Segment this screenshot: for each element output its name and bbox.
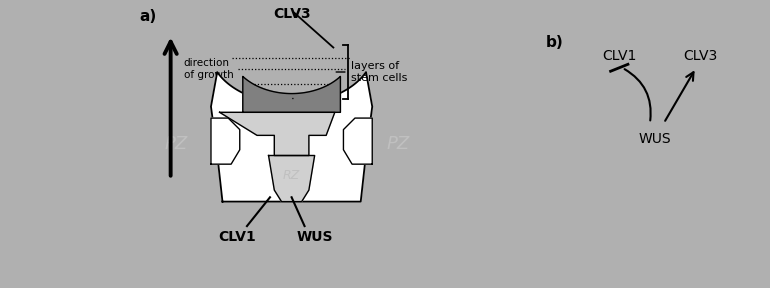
Text: RZ: RZ bbox=[283, 169, 300, 182]
Text: CLV1: CLV1 bbox=[218, 230, 256, 245]
Text: CLV1: CLV1 bbox=[603, 49, 637, 63]
Polygon shape bbox=[211, 118, 239, 164]
Text: layers of
stem cells: layers of stem cells bbox=[350, 61, 407, 83]
Polygon shape bbox=[243, 76, 340, 112]
Polygon shape bbox=[211, 72, 372, 202]
Polygon shape bbox=[219, 112, 335, 156]
Text: CLV3: CLV3 bbox=[273, 7, 310, 21]
Text: PZ: PZ bbox=[165, 135, 188, 153]
Text: a): a) bbox=[139, 9, 156, 24]
Text: direction
of growth: direction of growth bbox=[183, 58, 233, 80]
Polygon shape bbox=[269, 156, 315, 202]
Text: PZ: PZ bbox=[387, 135, 410, 153]
Text: b): b) bbox=[546, 35, 564, 50]
Text: WUS: WUS bbox=[296, 230, 333, 245]
Text: WUS: WUS bbox=[638, 132, 671, 147]
Polygon shape bbox=[343, 118, 372, 164]
Text: CLV3: CLV3 bbox=[684, 49, 718, 63]
